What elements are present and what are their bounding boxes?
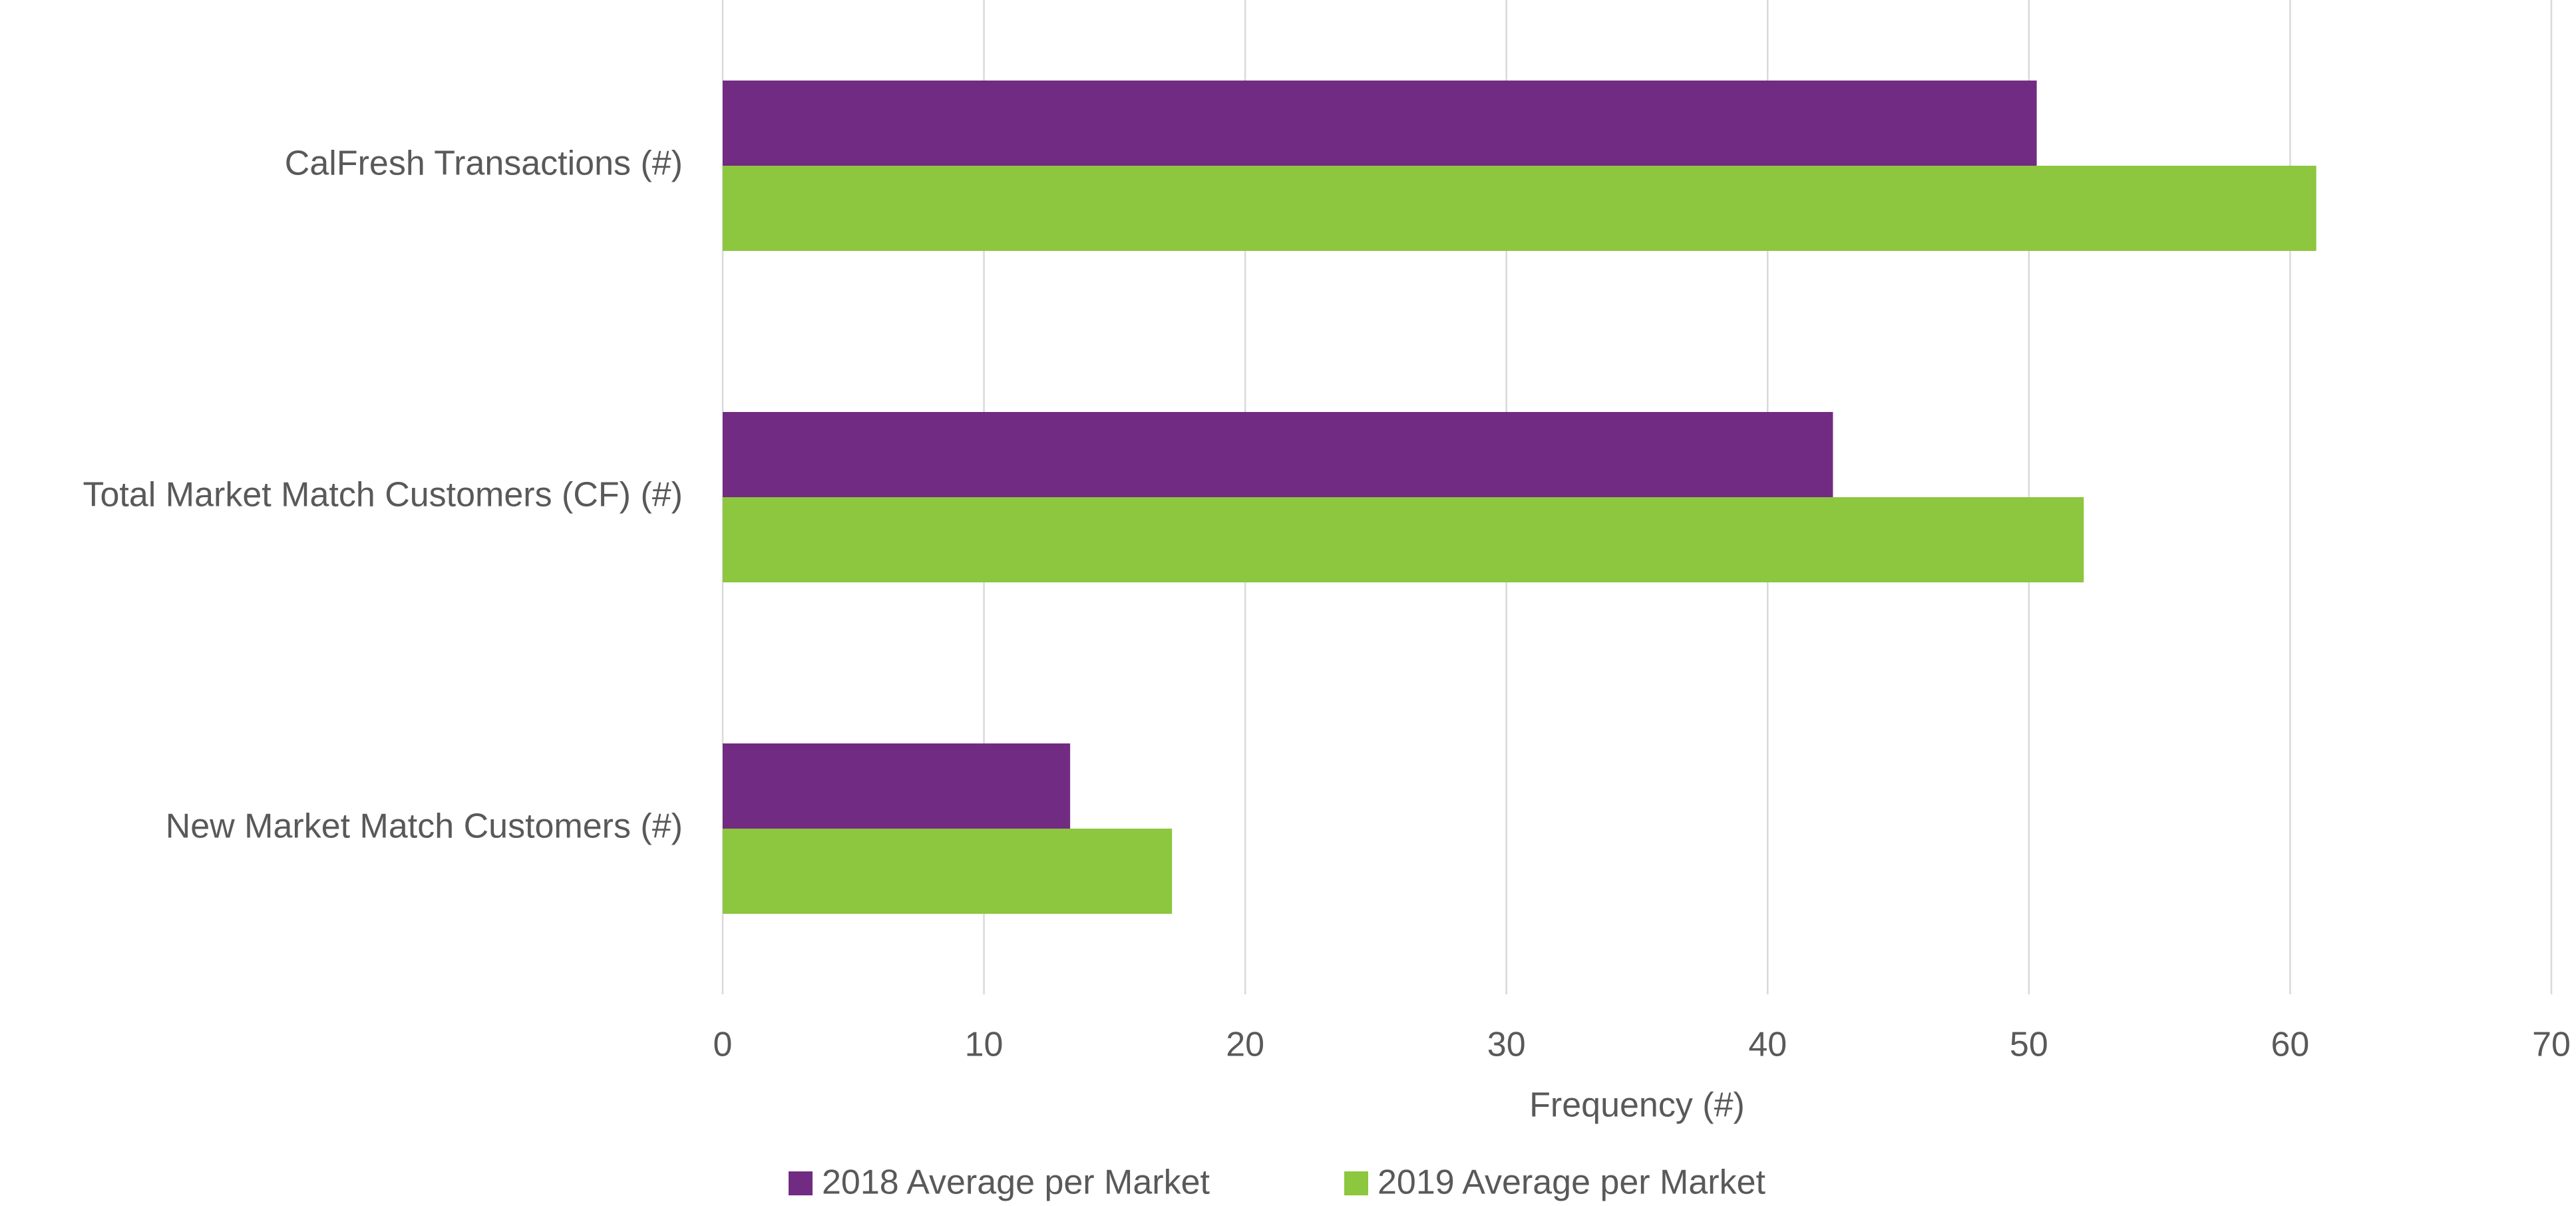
- x-tick-label: 10: [965, 1026, 1004, 1064]
- x-tick-label: 20: [1226, 1026, 1264, 1064]
- legend-label: 2019 Average per Market: [1378, 1163, 1766, 1202]
- bar: [723, 497, 2084, 582]
- bar: [723, 829, 1173, 914]
- x-tick-label: 70: [2532, 1026, 2571, 1064]
- x-tick-label: 50: [2010, 1026, 2048, 1064]
- x-tick-label: 0: [713, 1026, 733, 1064]
- x-tick-label: 40: [1748, 1026, 1787, 1064]
- legend-label: 2018 Average per Market: [822, 1163, 1210, 1202]
- y-tick-label: Total Market Match Customers (CF) (#): [83, 476, 683, 514]
- bar: [723, 81, 2037, 166]
- x-tick-label: 30: [1487, 1026, 1526, 1064]
- y-tick-label: New Market Match Customers (#): [166, 807, 683, 846]
- legend-swatch: [789, 1171, 813, 1195]
- x-axis-title: Frequency (#): [1529, 1086, 1745, 1125]
- bar: [723, 412, 1833, 497]
- bar: [723, 166, 2316, 251]
- x-tick-label: 60: [2271, 1026, 2310, 1064]
- bar: [723, 743, 1071, 829]
- y-tick-label: CalFresh Transactions (#): [285, 144, 683, 183]
- legend-swatch: [1344, 1171, 1368, 1195]
